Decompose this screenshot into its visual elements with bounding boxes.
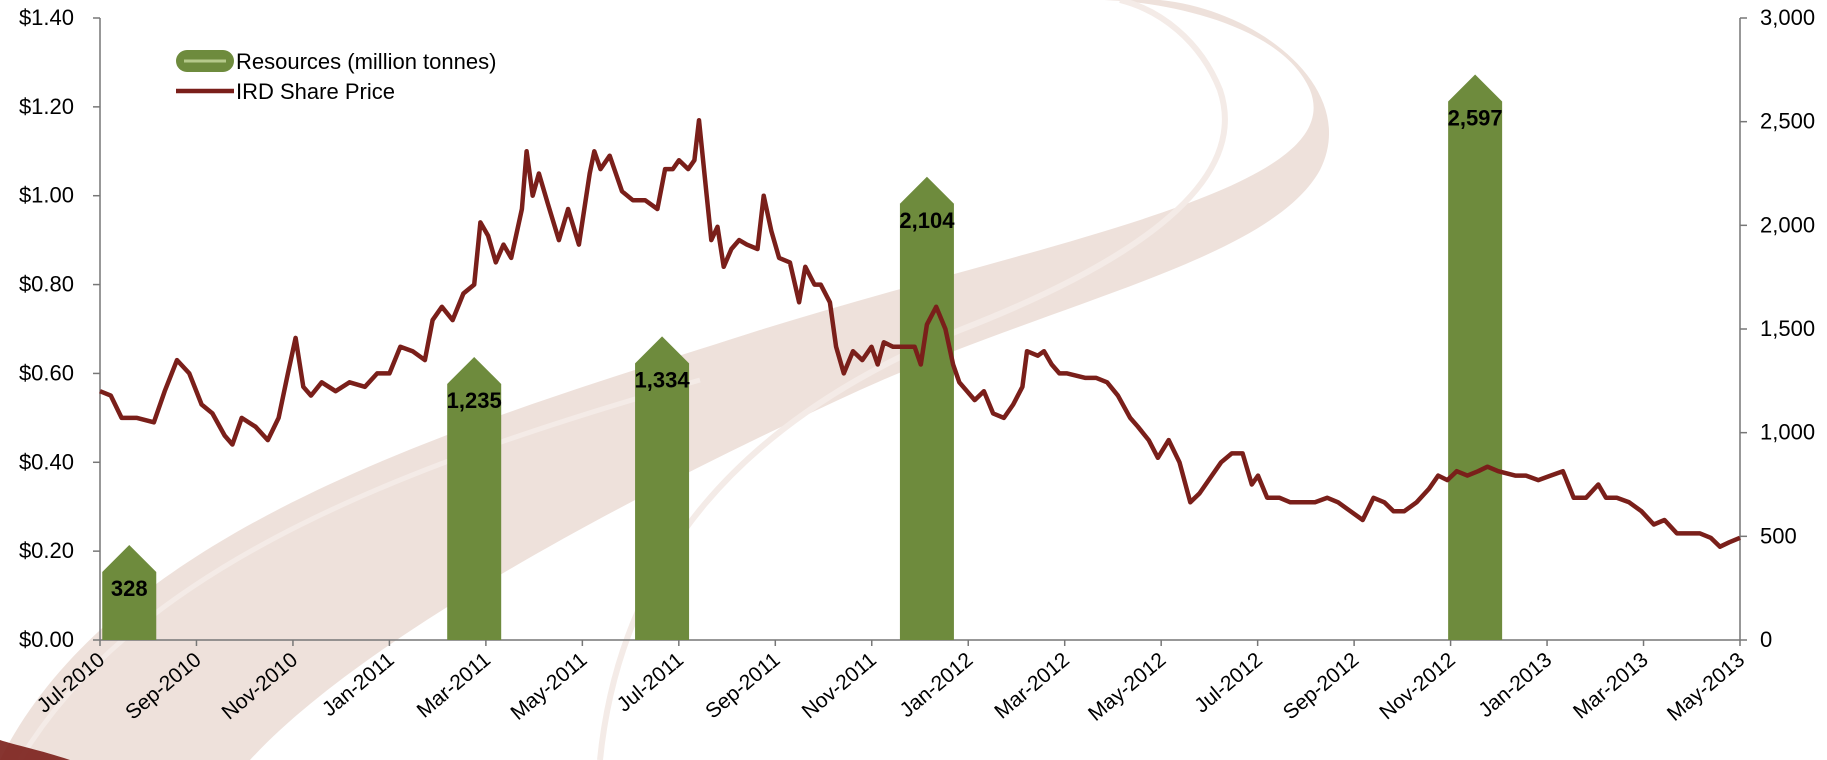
resource-bar xyxy=(447,356,502,640)
y-left-tick-label: $0.20 xyxy=(19,538,74,563)
resource-bar-label: 1,334 xyxy=(635,367,691,392)
x-tick-label: Jan-2013 xyxy=(1474,648,1556,722)
resource-bar-label: 2,104 xyxy=(899,208,955,233)
y-right-tick-label: 2,500 xyxy=(1760,109,1815,134)
y-right-tick-label: 3,000 xyxy=(1760,5,1815,30)
y-left-tick-label: $1.00 xyxy=(19,183,74,208)
x-tick-label: Mar-2013 xyxy=(1569,648,1653,723)
y-left-tick-label: $0.80 xyxy=(19,272,74,297)
x-tick-label: Mar-2011 xyxy=(413,648,495,722)
y-left-tick-label: $0.00 xyxy=(19,627,74,652)
resource-bar xyxy=(1448,74,1503,640)
y-left-tick-label: $1.20 xyxy=(19,94,74,119)
y-right-tick-label: 500 xyxy=(1760,523,1797,548)
y-right-tick-label: 1,500 xyxy=(1760,316,1815,341)
x-tick-label: Jan-2012 xyxy=(896,648,978,722)
x-tick-label: Jul-2011 xyxy=(613,648,688,716)
resource-bar xyxy=(102,544,157,640)
resource-bar xyxy=(899,176,954,640)
y-right-tick-label: 0 xyxy=(1760,627,1772,652)
y-left-tick-label: $0.40 xyxy=(19,449,74,474)
x-tick-label: Nov-2011 xyxy=(798,648,881,723)
x-tick-label: May-2012 xyxy=(1084,648,1170,726)
y-right-tick-label: 2,000 xyxy=(1760,212,1815,237)
x-tick-label: Sep-2011 xyxy=(701,648,784,723)
x-tick-label: Mar-2012 xyxy=(990,648,1074,723)
share-price-line xyxy=(99,117,1741,549)
x-tick-label: Sep-2012 xyxy=(1279,648,1364,724)
resource-bar-label: 328 xyxy=(111,576,148,601)
y-left-tick-label: $0.60 xyxy=(19,360,74,385)
x-tick-label: Nov-2012 xyxy=(1375,648,1460,724)
y-left-tick-label: $1.40 xyxy=(19,5,74,30)
y-right-tick-label: 1,000 xyxy=(1760,420,1815,445)
x-tick-label: May-2011 xyxy=(506,648,591,725)
legend-label-resources: Resources (million tonnes) xyxy=(236,49,496,74)
x-tick-label: May-2013 xyxy=(1663,648,1749,726)
line-series-share-price xyxy=(99,117,1741,549)
resource-bar xyxy=(635,336,690,640)
bar-data-labels: 328 1,235 1,334 2,104 2,597 xyxy=(111,106,1503,601)
resource-bar-label: 2,597 xyxy=(1448,106,1503,131)
legend: Resources (million tonnes) IRD Share Pric… xyxy=(176,49,496,104)
resource-bar-label: 1,235 xyxy=(447,388,502,413)
legend-label-share-price: IRD Share Price xyxy=(236,79,395,104)
bar-series-resources xyxy=(102,74,1503,640)
x-tick-label: Jul-2012 xyxy=(1190,648,1266,717)
